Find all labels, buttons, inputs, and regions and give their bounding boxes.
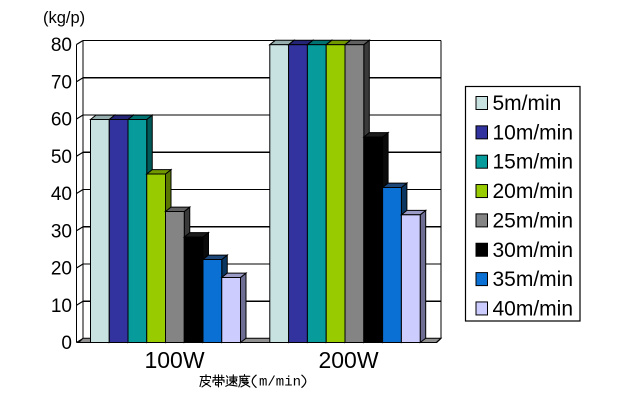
svg-text:35m/min: 35m/min [493,268,574,291]
svg-text:20: 20 [51,259,72,280]
svg-text:100W: 100W [144,347,204,373]
svg-text:0: 0 [61,333,72,354]
svg-text:5m/min: 5m/min [493,92,562,115]
svg-text:30m/min: 30m/min [493,239,574,262]
svg-text:50: 50 [51,147,72,168]
svg-text:60: 60 [51,110,72,131]
svg-text:25m/min: 25m/min [493,209,574,232]
svg-text:40m/min: 40m/min [493,297,574,320]
svg-text:10: 10 [51,296,72,317]
svg-text:30: 30 [51,221,72,242]
svg-text:80: 80 [51,35,72,56]
svg-text:20m/min: 20m/min [493,180,574,203]
svg-text:40: 40 [51,184,72,205]
svg-text:200W: 200W [318,347,378,373]
svg-text:10m/min: 10m/min [493,121,574,144]
svg-text:m/min: m/min [259,375,301,391]
svg-text:15m/min: 15m/min [493,151,574,174]
svg-text:70: 70 [51,72,72,93]
svg-text:(kg/p): (kg/p) [43,9,85,27]
